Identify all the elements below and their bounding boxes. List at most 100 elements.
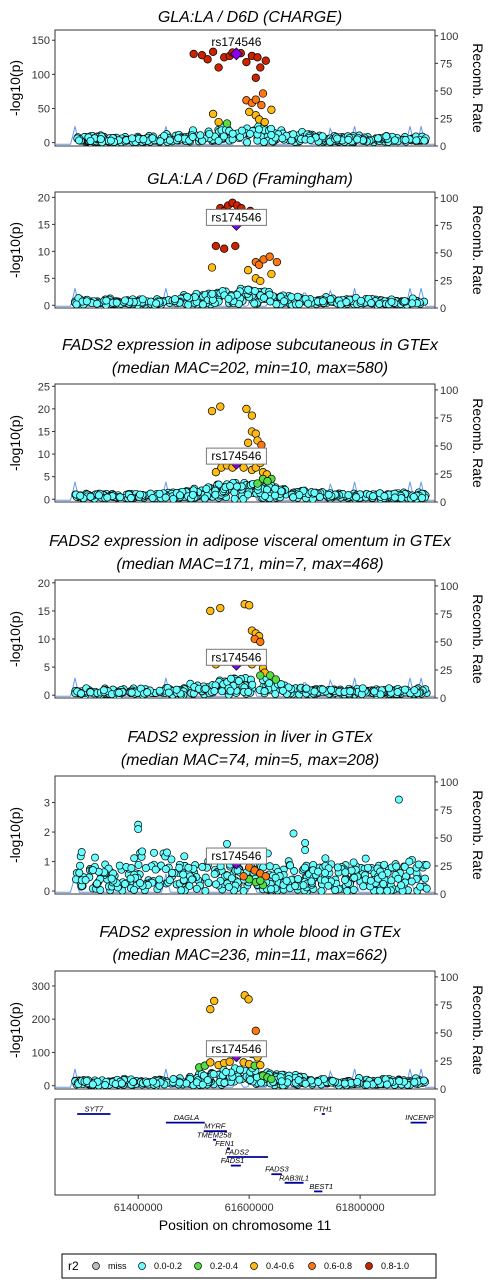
panel-subtitle: (median MAC=202, min=10, max=580) (112, 360, 388, 377)
snp-point (266, 297, 275, 306)
snp-point (261, 872, 270, 881)
snp-point (359, 882, 368, 891)
snp-point (271, 491, 279, 500)
snp-point (357, 296, 365, 305)
snp-point (179, 870, 188, 879)
snp-point (367, 299, 376, 307)
recomb-tick-label: 75 (440, 58, 452, 70)
panel-subtitle: (median MAC=236, min=11, max=662) (113, 947, 388, 964)
recomb-axis-label: Recomb. Rate (470, 43, 486, 133)
snp-point (353, 1077, 362, 1086)
lead-snp-label-box (205, 1040, 267, 1058)
snp-point (201, 684, 210, 693)
recomb-tick-label: 0 (440, 303, 446, 315)
snp-point (211, 241, 221, 251)
snp-point (120, 879, 129, 888)
snp-point (366, 876, 375, 885)
lead-snp-label: rs174546 (211, 35, 261, 49)
snp-point (224, 882, 233, 891)
lead-snp-label: rs174546 (211, 1042, 261, 1056)
lead-snp-label: rs174546 (211, 210, 261, 224)
snp-point (254, 260, 264, 269)
snp-point (106, 136, 115, 145)
snp-point (392, 862, 401, 871)
recomb-tick-label: 100 (440, 972, 458, 984)
snp-point (267, 105, 276, 114)
snp-point (141, 864, 150, 873)
recomb-tick-label: 0 (440, 693, 446, 705)
snp-point (235, 1075, 244, 1084)
recomb-tick-label: 50 (440, 1028, 452, 1040)
snp-point (174, 134, 183, 143)
snp-point (155, 875, 164, 884)
plot-area (55, 600, 435, 698)
plot-area (55, 47, 435, 146)
snp-point (86, 688, 95, 697)
snp-point (318, 132, 327, 141)
snp-point (93, 299, 101, 308)
snp-point (250, 299, 259, 308)
y-tick-label: 300 (32, 981, 50, 993)
snp-point (129, 1077, 138, 1086)
snp-point (245, 107, 254, 117)
snp-point (370, 687, 379, 696)
snp-point (340, 1079, 349, 1088)
y-axis-label: -log10(p) (7, 222, 23, 278)
snp-point (226, 686, 235, 695)
snp-point (401, 136, 410, 144)
snp-point (204, 878, 213, 887)
snp-point (218, 687, 226, 696)
recomb-tick-label: 25 (440, 665, 452, 677)
y-tick-label: 0 (44, 138, 50, 150)
snp-point (378, 871, 387, 880)
y-axis-label: -log10(p) (7, 611, 23, 667)
snp-point (260, 117, 269, 127)
snp-point (130, 854, 139, 863)
snp-point (246, 129, 255, 138)
snp-point (363, 863, 372, 872)
y-tick-label: 50 (38, 103, 50, 115)
snp-point (244, 285, 253, 294)
gene-label: DAGLA (174, 1113, 199, 1122)
recomb-tick-label: 50 (440, 441, 452, 453)
snp-point (326, 295, 335, 304)
recomb-tick-label: 25 (440, 1056, 452, 1068)
snp-point (86, 136, 95, 145)
snp-point (272, 257, 282, 267)
recomb-axis-label: Recomb. Rate (470, 790, 486, 880)
snp-point (278, 686, 287, 695)
snp-point (393, 688, 402, 696)
y-tick-label: 0 (44, 690, 50, 702)
gene-label: FEN1 (215, 1139, 234, 1148)
snp-point (214, 117, 223, 127)
snp-point (86, 492, 95, 501)
snp-point (77, 689, 85, 698)
snp-point (226, 482, 234, 490)
y-axis: rs174546 0 5 10 15 20 25 0 25 50 75 100 -log10(p) Rec… (7, 381, 486, 509)
recomb-tick-label: 100 (440, 385, 458, 397)
snp-point (81, 876, 90, 884)
snp-point (390, 136, 399, 145)
snp-point (171, 295, 179, 304)
snp-point (341, 875, 349, 884)
panel-title: FADS2 expression in liver in GTEx (127, 729, 373, 746)
snp-point (257, 100, 266, 110)
legend-title: r2 (68, 1259, 79, 1273)
snp-point (261, 56, 270, 65)
y-axis: rs174546 0 100 200 300 0 25 50 75 100 -log10(p) Rec… (7, 972, 486, 1096)
snp-point (210, 687, 219, 695)
gene-label: FADS2 (225, 1148, 249, 1157)
plot-area (55, 198, 435, 308)
snp-point (188, 133, 197, 141)
snp-point (152, 299, 161, 308)
snp-point (287, 292, 296, 301)
snp-point (163, 848, 171, 857)
snp-point (219, 132, 228, 141)
x-tick-label: 61600000 (225, 1202, 274, 1214)
recomb-axis-label: Recomb. Rate (470, 594, 486, 684)
snp-point (115, 861, 124, 870)
x-tick-label: 61800000 (336, 1202, 385, 1214)
plot-area (55, 402, 435, 502)
panel-subtitle: (median MAC=74, min=5, max=208) (121, 752, 379, 769)
snp-point (397, 881, 406, 890)
